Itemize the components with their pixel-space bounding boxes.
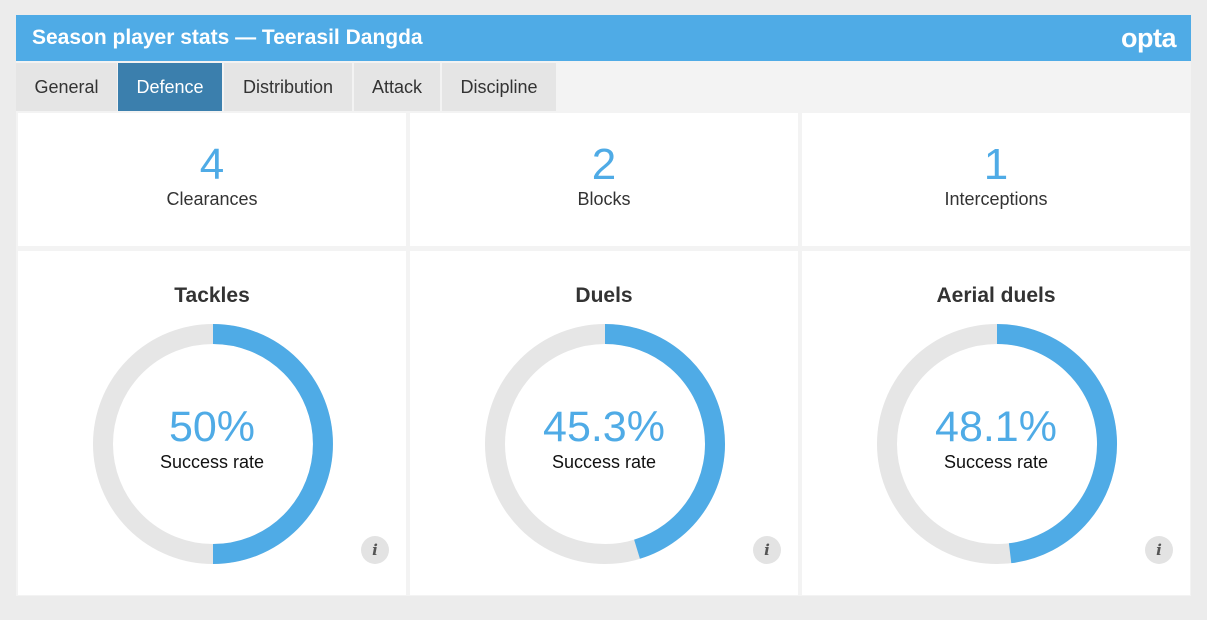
stat-card-clearances: 4 Clearances (18, 113, 406, 246)
widget-header: Season player stats — Teerasil Dangda op… (16, 15, 1191, 61)
gauge-percentage: 50% (168, 403, 256, 451)
donut-gauge (877, 324, 1117, 564)
info-icon[interactable]: i (1145, 536, 1173, 564)
gauge-percentage: 45.3% (543, 403, 665, 451)
stat-value: 4 (199, 140, 225, 189)
tab-distribution[interactable]: Distribution (224, 63, 352, 111)
stat-value: 2 (591, 140, 617, 189)
gauge-card-tackles: Tackles 50% Success rate i (18, 251, 406, 595)
stat-label: Interceptions (944, 189, 1048, 209)
player-stats-widget: Season player stats — Teerasil Dangda op… (16, 15, 1191, 596)
gauge-title: Duels (575, 284, 633, 307)
info-icon[interactable]: i (753, 536, 781, 564)
gauge-arc (212, 324, 333, 564)
stat-label: Blocks (577, 189, 631, 209)
gauge-subtitle: Success rate (943, 452, 1049, 472)
stat-label: Clearances (166, 189, 258, 209)
gauge-title: Tackles (174, 284, 250, 307)
tab-defence[interactable]: Defence (118, 63, 222, 111)
gauge-card-aerial-duels: Aerial duels 48.1% Success rate i (802, 251, 1190, 595)
stat-value: 1 (983, 140, 1009, 189)
gauge-card-duels: Duels 45.3% Success rate i (410, 251, 798, 595)
widget-title: Season player stats — Teerasil Dangda (32, 26, 423, 49)
gauge-percentage: 48.1% (935, 403, 1057, 451)
tab-discipline[interactable]: Discipline (442, 63, 556, 111)
gauge-title: Aerial duels (936, 284, 1056, 307)
donut-gauge (485, 324, 725, 564)
tab-general[interactable]: General (16, 63, 117, 111)
stat-card-blocks: 2 Blocks (410, 113, 798, 246)
gauge-arc (996, 324, 1117, 564)
gauge-arc (604, 324, 725, 559)
donut-gauge (93, 324, 333, 564)
opta-logo: opta (1121, 23, 1177, 53)
gauge-subtitle: Success rate (159, 452, 265, 472)
tab-attack[interactable]: Attack (354, 63, 440, 111)
stat-card-interceptions: 1 Interceptions (802, 113, 1190, 246)
gauge-subtitle: Success rate (551, 452, 657, 472)
info-icon[interactable]: i (361, 536, 389, 564)
